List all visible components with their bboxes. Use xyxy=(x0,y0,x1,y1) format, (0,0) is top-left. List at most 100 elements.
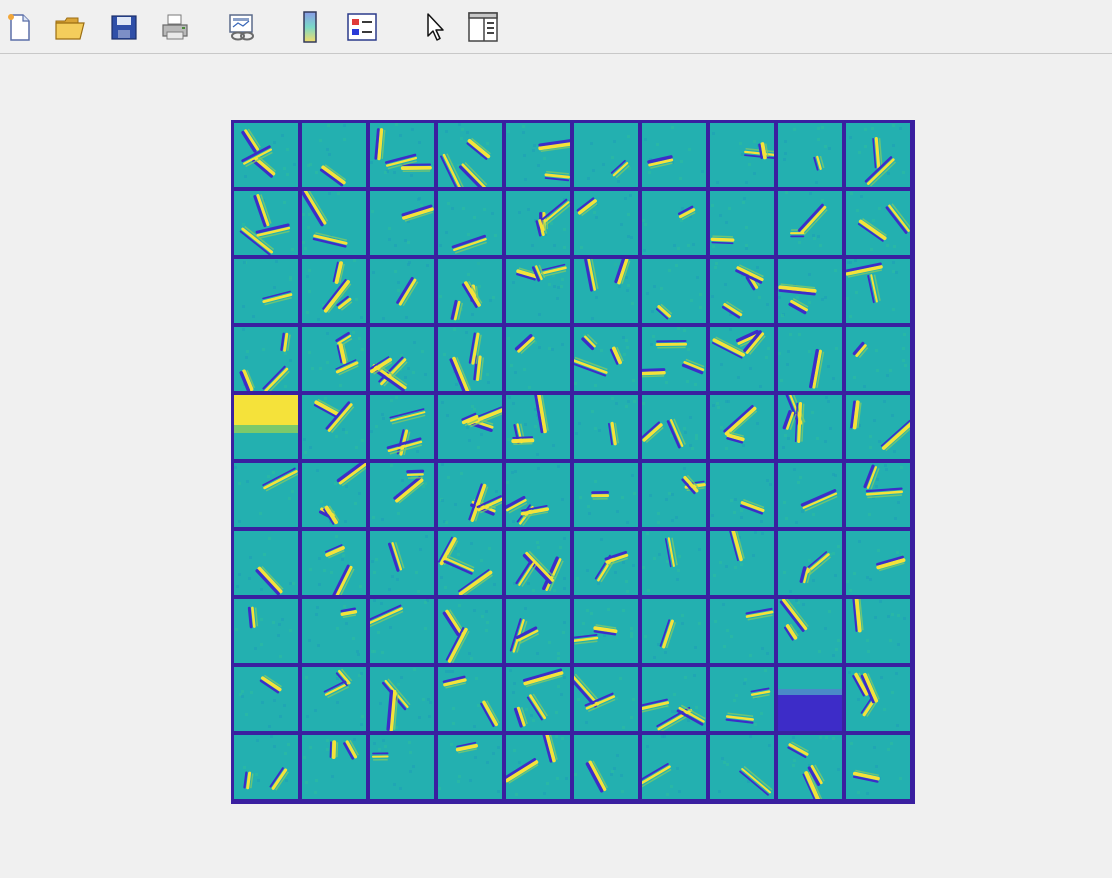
filter-tile xyxy=(234,463,298,527)
filter-tile xyxy=(370,259,434,323)
filter-tile xyxy=(438,667,502,731)
filter-tile xyxy=(778,123,842,187)
filter-tile xyxy=(642,395,706,459)
filter-tile xyxy=(710,667,774,731)
filter-tile xyxy=(846,531,910,595)
filter-tile xyxy=(438,191,502,255)
filter-tile xyxy=(846,395,910,459)
insert-colorbar-button[interactable] xyxy=(293,10,327,44)
filter-tile xyxy=(438,395,502,459)
filter-tile xyxy=(234,327,298,391)
folder-open-icon xyxy=(55,17,85,40)
filter-tile xyxy=(370,667,434,731)
filter-tile xyxy=(302,123,366,187)
filter-tile xyxy=(574,599,638,663)
filter-tile xyxy=(234,395,298,459)
filter-tile xyxy=(234,667,298,731)
new-document-icon xyxy=(8,14,30,41)
filter-tile xyxy=(234,531,298,595)
filter-tile xyxy=(302,599,366,663)
filter-tile xyxy=(778,191,842,255)
filter-tile xyxy=(302,531,366,595)
new-figure-button[interactable] xyxy=(2,10,36,44)
filter-tile xyxy=(506,395,570,459)
filter-tile xyxy=(234,735,298,799)
filter-tile xyxy=(642,259,706,323)
filter-tile xyxy=(846,191,910,255)
filter-tile xyxy=(506,735,570,799)
filter-tile xyxy=(506,123,570,187)
filter-tile xyxy=(302,191,366,255)
edit-plot-button[interactable] xyxy=(417,10,451,44)
filter-tile xyxy=(370,735,434,799)
filter-tile xyxy=(642,123,706,187)
filter-tile xyxy=(574,667,638,731)
filter-tile xyxy=(642,531,706,595)
link-plot-button[interactable] xyxy=(225,10,259,44)
property-inspector-button[interactable] xyxy=(466,10,500,44)
filter-tile xyxy=(710,327,774,391)
filter-tile xyxy=(302,395,366,459)
filter-tile xyxy=(506,191,570,255)
filter-tile xyxy=(574,123,638,187)
figure-toolbar xyxy=(0,0,1112,54)
filter-mosaic-image[interactable] xyxy=(231,120,915,804)
filter-tile xyxy=(506,531,570,595)
filter-tile xyxy=(506,667,570,731)
filter-tile xyxy=(438,259,502,323)
filter-tile xyxy=(778,531,842,595)
filter-tile xyxy=(710,735,774,799)
panel-icon xyxy=(468,12,498,42)
filter-tile xyxy=(846,667,910,731)
filter-tile xyxy=(438,599,502,663)
filter-tile xyxy=(710,599,774,663)
filter-tile xyxy=(778,599,842,663)
filter-tile xyxy=(846,463,910,527)
filter-tile xyxy=(574,531,638,595)
filter-tile xyxy=(846,327,910,391)
filter-tile xyxy=(710,191,774,255)
filter-tile xyxy=(846,123,910,187)
filter-tile xyxy=(370,123,434,187)
filter-tile xyxy=(438,463,502,527)
filter-tile xyxy=(438,123,502,187)
open-file-button[interactable] xyxy=(53,10,87,44)
filter-tile xyxy=(506,327,570,391)
filter-tile xyxy=(710,531,774,595)
filter-tile xyxy=(574,735,638,799)
print-figure-button[interactable] xyxy=(158,10,192,44)
filter-tile xyxy=(370,327,434,391)
filter-tile xyxy=(370,191,434,255)
filter-tile xyxy=(302,463,366,527)
insert-legend-button[interactable] xyxy=(345,10,379,44)
save-figure-button[interactable] xyxy=(107,10,141,44)
filter-tile xyxy=(710,123,774,187)
filter-tile xyxy=(438,531,502,595)
filter-tile xyxy=(778,667,842,731)
filter-tile xyxy=(846,735,910,799)
filter-tile xyxy=(302,735,366,799)
filter-tile xyxy=(778,395,842,459)
filter-tile xyxy=(642,191,706,255)
filter-tile xyxy=(710,395,774,459)
filter-tile xyxy=(234,191,298,255)
link-plot-icon xyxy=(229,14,254,41)
filter-tile xyxy=(302,259,366,323)
filter-tile xyxy=(574,191,638,255)
filter-tile xyxy=(778,259,842,323)
filter-tile xyxy=(370,395,434,459)
filter-tile xyxy=(778,735,842,799)
filter-tile xyxy=(506,259,570,323)
printer-icon xyxy=(162,14,188,40)
filter-tile xyxy=(574,463,638,527)
filter-tile xyxy=(302,667,366,731)
filter-tile xyxy=(710,259,774,323)
filter-tile xyxy=(846,259,910,323)
filter-tile xyxy=(234,599,298,663)
filter-tile xyxy=(506,599,570,663)
legend-icon xyxy=(347,13,377,41)
filter-tile xyxy=(574,327,638,391)
filter-tile xyxy=(438,735,502,799)
filter-tile xyxy=(778,463,842,527)
filter-tile xyxy=(438,327,502,391)
